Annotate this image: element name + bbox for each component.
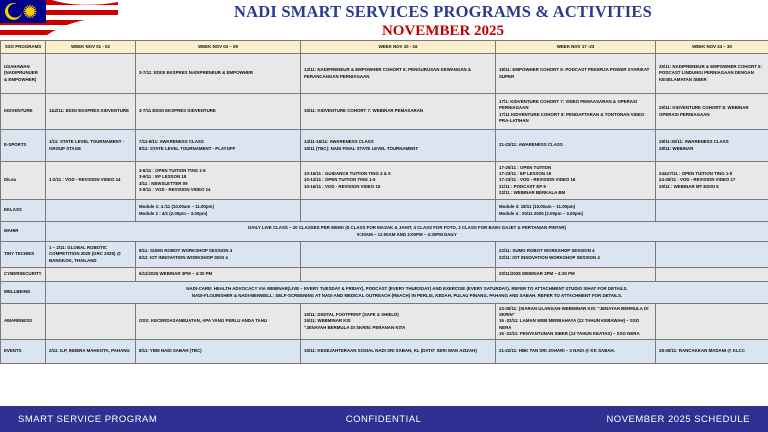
malaysia-flag-icon: [0, 0, 118, 40]
footer-right-text: NOVEMBER 2025 SCHEDULE: [606, 413, 750, 425]
week-4-cell: 17/1: KIDVENTURE COHORT 7: VIDEO PEMAASA…: [495, 93, 656, 130]
program-name-cell: WELLBEING: [0, 281, 46, 304]
week-5-cell: 28-30/11: RANCAKKAN MADANI @ KLCC: [655, 339, 768, 365]
program-name-cell: MAHIR: [0, 221, 46, 242]
week-5-cell: 28/11-30/11: AWARENESS CLASS 28/11: WEBIN…: [655, 129, 768, 162]
week-4-cell: Module 3: 18/11 (10.00am – 11.00pm) Modul…: [495, 199, 656, 222]
table-row: USAHAWAN (NADIPRUNUER & EMPOWHER) 3-7/11:…: [0, 53, 768, 94]
week-1-cell: [45, 302, 136, 341]
week-5-cell: 24&27/11 : OPEN TUITION TING 1-5 24-30/11…: [655, 161, 768, 200]
week-3-cell: [300, 241, 496, 268]
week-2-cell: 8/11: SUMO ROBOT WORKSHOP SESSION 4 8/11:…: [135, 241, 301, 268]
program-name-cell: E-SPORTS: [0, 129, 46, 162]
schedule-table: SSO PROGRAMS WEEK NOV 01 - 02 WEEK NOV 0…: [0, 40, 768, 365]
table-row: EKLASS Module 1: 4 /11 (10.00am – 11.00pm…: [0, 199, 768, 222]
merged-note-cell: NADI-CARE: HEALTH ADVOCACY VIA WEBINAR(L…: [45, 281, 768, 304]
footer-left-text: SMART SERVICE PROGRAM: [18, 413, 158, 425]
week-5-cell: [655, 241, 768, 268]
week-2-cell: 6/11/2025 WEBINAR 3PM – 4:30 PM: [135, 267, 301, 282]
table-row: DiLea 1-2/11 : VOD - REVISION VIDEO 14 3-6…: [0, 161, 768, 200]
footer-center-text: CONFIDENTIAL: [345, 413, 422, 425]
week-4-cell: 21-23/11: AWARENESS CLASS: [495, 129, 656, 162]
title-block: NADI SMART SERVICES PROGRAMS & ACTIVITIE…: [118, 0, 768, 40]
week-1-cell: [45, 199, 136, 222]
week-5-cell: [655, 267, 768, 282]
slide-header: NADI SMART SERVICES PROGRAMS & ACTIVITIE…: [0, 0, 768, 40]
week-2-cell: 3-7/11: EDISI EKSPRES NADIPRENEUR & EMPO…: [135, 53, 301, 94]
column-header-week-1: WEEK NOV 01 - 02: [45, 40, 136, 54]
week-4-cell: 23-30/11: (SIARAN ULANGAN-WEBMINAR KIS: …: [495, 302, 656, 341]
week-1-cell: 1 – 2/11: GLOBAL ROBOTIC COMPETITION 202…: [45, 241, 136, 268]
week-2-cell: OSS: KECERDASANBUATAN, APA YANG PERLU AN…: [135, 302, 301, 341]
column-header-week-5: WEEK NOV 24 – 30: [655, 40, 768, 54]
week-4-cell: 21-22/11: HBK TAN SRI JOHARI – 3 NADI @ …: [495, 339, 656, 365]
program-name-cell: EKLASS: [0, 199, 46, 222]
table-row: CYBERSECURITY 6/11/2025 WEBINAR 3PM – 4:3…: [0, 267, 768, 282]
program-name-cell: KIDVENTURE: [0, 93, 46, 130]
table-row: WELLBEING NADI-CARE: HEALTH ADVOCACY VIA …: [0, 281, 768, 304]
week-3-cell: [300, 199, 496, 222]
program-name-cell: CYBERSECURITY: [0, 267, 46, 282]
week-5-cell: 29/11: KIDVENTURE COHORT 8: WEBINAR OPER…: [655, 93, 768, 130]
program-name-cell: DiLea: [0, 161, 46, 200]
column-header-sso-programs: SSO PROGRAMS: [0, 40, 46, 54]
table-header-row: SSO PROGRAMS WEEK NOV 01 - 02 WEEK NOV 0…: [0, 40, 768, 54]
week-1-cell: [45, 267, 136, 282]
week-1-cell: 1/11: STATE LEVEL TOURNAMENT - GROUP STA…: [45, 129, 136, 162]
table-row: E-SPORTS 1/11: STATE LEVEL TOURNAMENT - G…: [0, 129, 768, 162]
week-4-cell: 20/11/2025 WEBINAR 3PM – 4:30 PM: [495, 267, 656, 282]
page-subtitle: NOVEMBER 2025: [381, 23, 505, 39]
table-row: MAHIR DAILY LIVE CLASS – 20 CLASSES PER W…: [0, 221, 768, 242]
week-2-cell: Module 1: 4 /11 (10.00am – 11.00pm) Modul…: [135, 199, 301, 222]
week-5-cell: [655, 302, 768, 341]
program-name-cell: EVENTS: [0, 339, 46, 365]
page-title: NADI SMART SERVICES PROGRAMS & ACTIVITIE…: [234, 2, 652, 21]
week-1-cell: 1-2/11 : VOD - REVISION VIDEO 14: [45, 161, 136, 200]
program-name-cell: AWARENESS: [0, 302, 46, 341]
table-row: AWARENESS OSS: KECERDASANBUATAN, APA YANG…: [0, 302, 768, 341]
week-4-cell: 22/11: SUMO ROBOT WORKSHOP SESSION 4 22/1…: [495, 241, 656, 268]
week-4-cell: 18/11: EMPOWHER COHORT 6: PODCAST PEKERJ…: [495, 53, 656, 94]
week-3-cell: 15/11: DIGITAL FOOTPRINT (SAFE & SHIELD)…: [300, 302, 496, 341]
week-2-cell: 8/11: YBM NADI SABAH (TBC): [135, 339, 301, 365]
week-1-cell: 2/11: ILP, INDERA MAHKOTA, PAHANG: [45, 339, 136, 365]
table-row: TINY TECHIES 1 – 2/11: GLOBAL ROBOTIC COM…: [0, 241, 768, 268]
column-header-week-3: WEEK NOV 10 - 16: [300, 40, 496, 54]
table-row: EVENTS 2/11: ILP, INDERA MAHKOTA, PAHANG 8…: [0, 339, 768, 365]
week-5-cell: [655, 199, 768, 222]
week-1-cell: [45, 53, 136, 94]
table-row: KIDVENTURE 1&2/11: EDISI EKSPRES KIDVENTU…: [0, 93, 768, 130]
week-5-cell: 25/11: NADIPRENEUR & EMPOWHER COHORT 6: …: [655, 53, 768, 94]
column-header-week-2: WEEK NOV 03 – 09: [135, 40, 301, 54]
slide-footer: SMART SERVICE PROGRAM CONFIDENTIAL NOVEM…: [0, 406, 768, 432]
week-3-cell: [300, 267, 496, 282]
table-body: USAHAWAN (NADIPRUNUER & EMPOWHER) 3-7/11:…: [0, 53, 768, 365]
week-2-cell: 3-7/11 EDISI EKSPRES KIDVENTURE: [135, 93, 301, 130]
week-3-cell: 10-16/11 : GUIDANCE TUITION TING 4 & 5 10…: [300, 161, 496, 200]
week-1-cell: 1&2/11: EDISI EKSPRES KIDVENTURE: [45, 93, 136, 130]
week-2-cell: 7/11-9/11: AWARENESS CLASS 8/11: STATE LE…: [135, 129, 301, 162]
merged-note-cell: DAILY LIVE CLASS – 20 CLASSES PER WEEK (…: [45, 221, 768, 242]
week-3-cell: 15/11: KIDVENTURE COHORT 7: WEBINAR PEMA…: [300, 93, 496, 130]
program-name-cell: USAHAWAN (NADIPRUNUER & EMPOWHER): [0, 53, 46, 94]
week-4-cell: 17-20/11 : OPEN TUITION 17-23/11 : EP LES…: [495, 161, 656, 200]
week-3-cell: 13/11: NADIPRENEUR & EMPOWHER COHORT 6: …: [300, 53, 496, 94]
week-3-cell: 14/11-16/11: AWARENESS CLASS 15/11 (TBC):…: [300, 129, 496, 162]
week-2-cell: 3-6/11 : OPEN TUITION TING 1-5 3-9/11 : E…: [135, 161, 301, 200]
program-name-cell: TINY TECHIES: [0, 241, 46, 268]
column-header-week-4: WEEK NOV 17 -23: [495, 40, 656, 54]
week-3-cell: 15/11: KESEJAHTERAAN SOSIAL NADI SRI SAB…: [300, 339, 496, 365]
